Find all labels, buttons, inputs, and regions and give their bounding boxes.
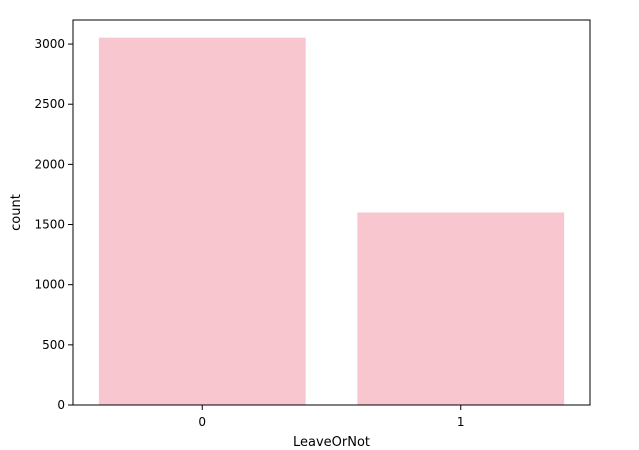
y-tick-label: 3000 <box>34 37 65 51</box>
y-tick-label: 2000 <box>34 157 65 171</box>
y-tick-label: 1000 <box>34 278 65 292</box>
x-tick-label: 1 <box>457 415 465 429</box>
bar-0 <box>98 37 306 405</box>
x-axis-label: LeaveOrNot <box>293 435 370 450</box>
y-tick-label: 1500 <box>34 218 65 232</box>
y-tick-label: 2500 <box>34 97 65 111</box>
plot-frame <box>72 19 591 406</box>
bars-group <box>98 37 565 405</box>
x-tick-label: 0 <box>198 415 206 429</box>
y-tick-label: 500 <box>42 338 65 352</box>
bar-1 <box>357 212 565 405</box>
y-axis-label: count <box>9 194 24 231</box>
y-axis-ticks: 0 500 1000 1500 2000 2500 3000 <box>34 37 73 412</box>
y-tick-label: 0 <box>57 398 65 412</box>
